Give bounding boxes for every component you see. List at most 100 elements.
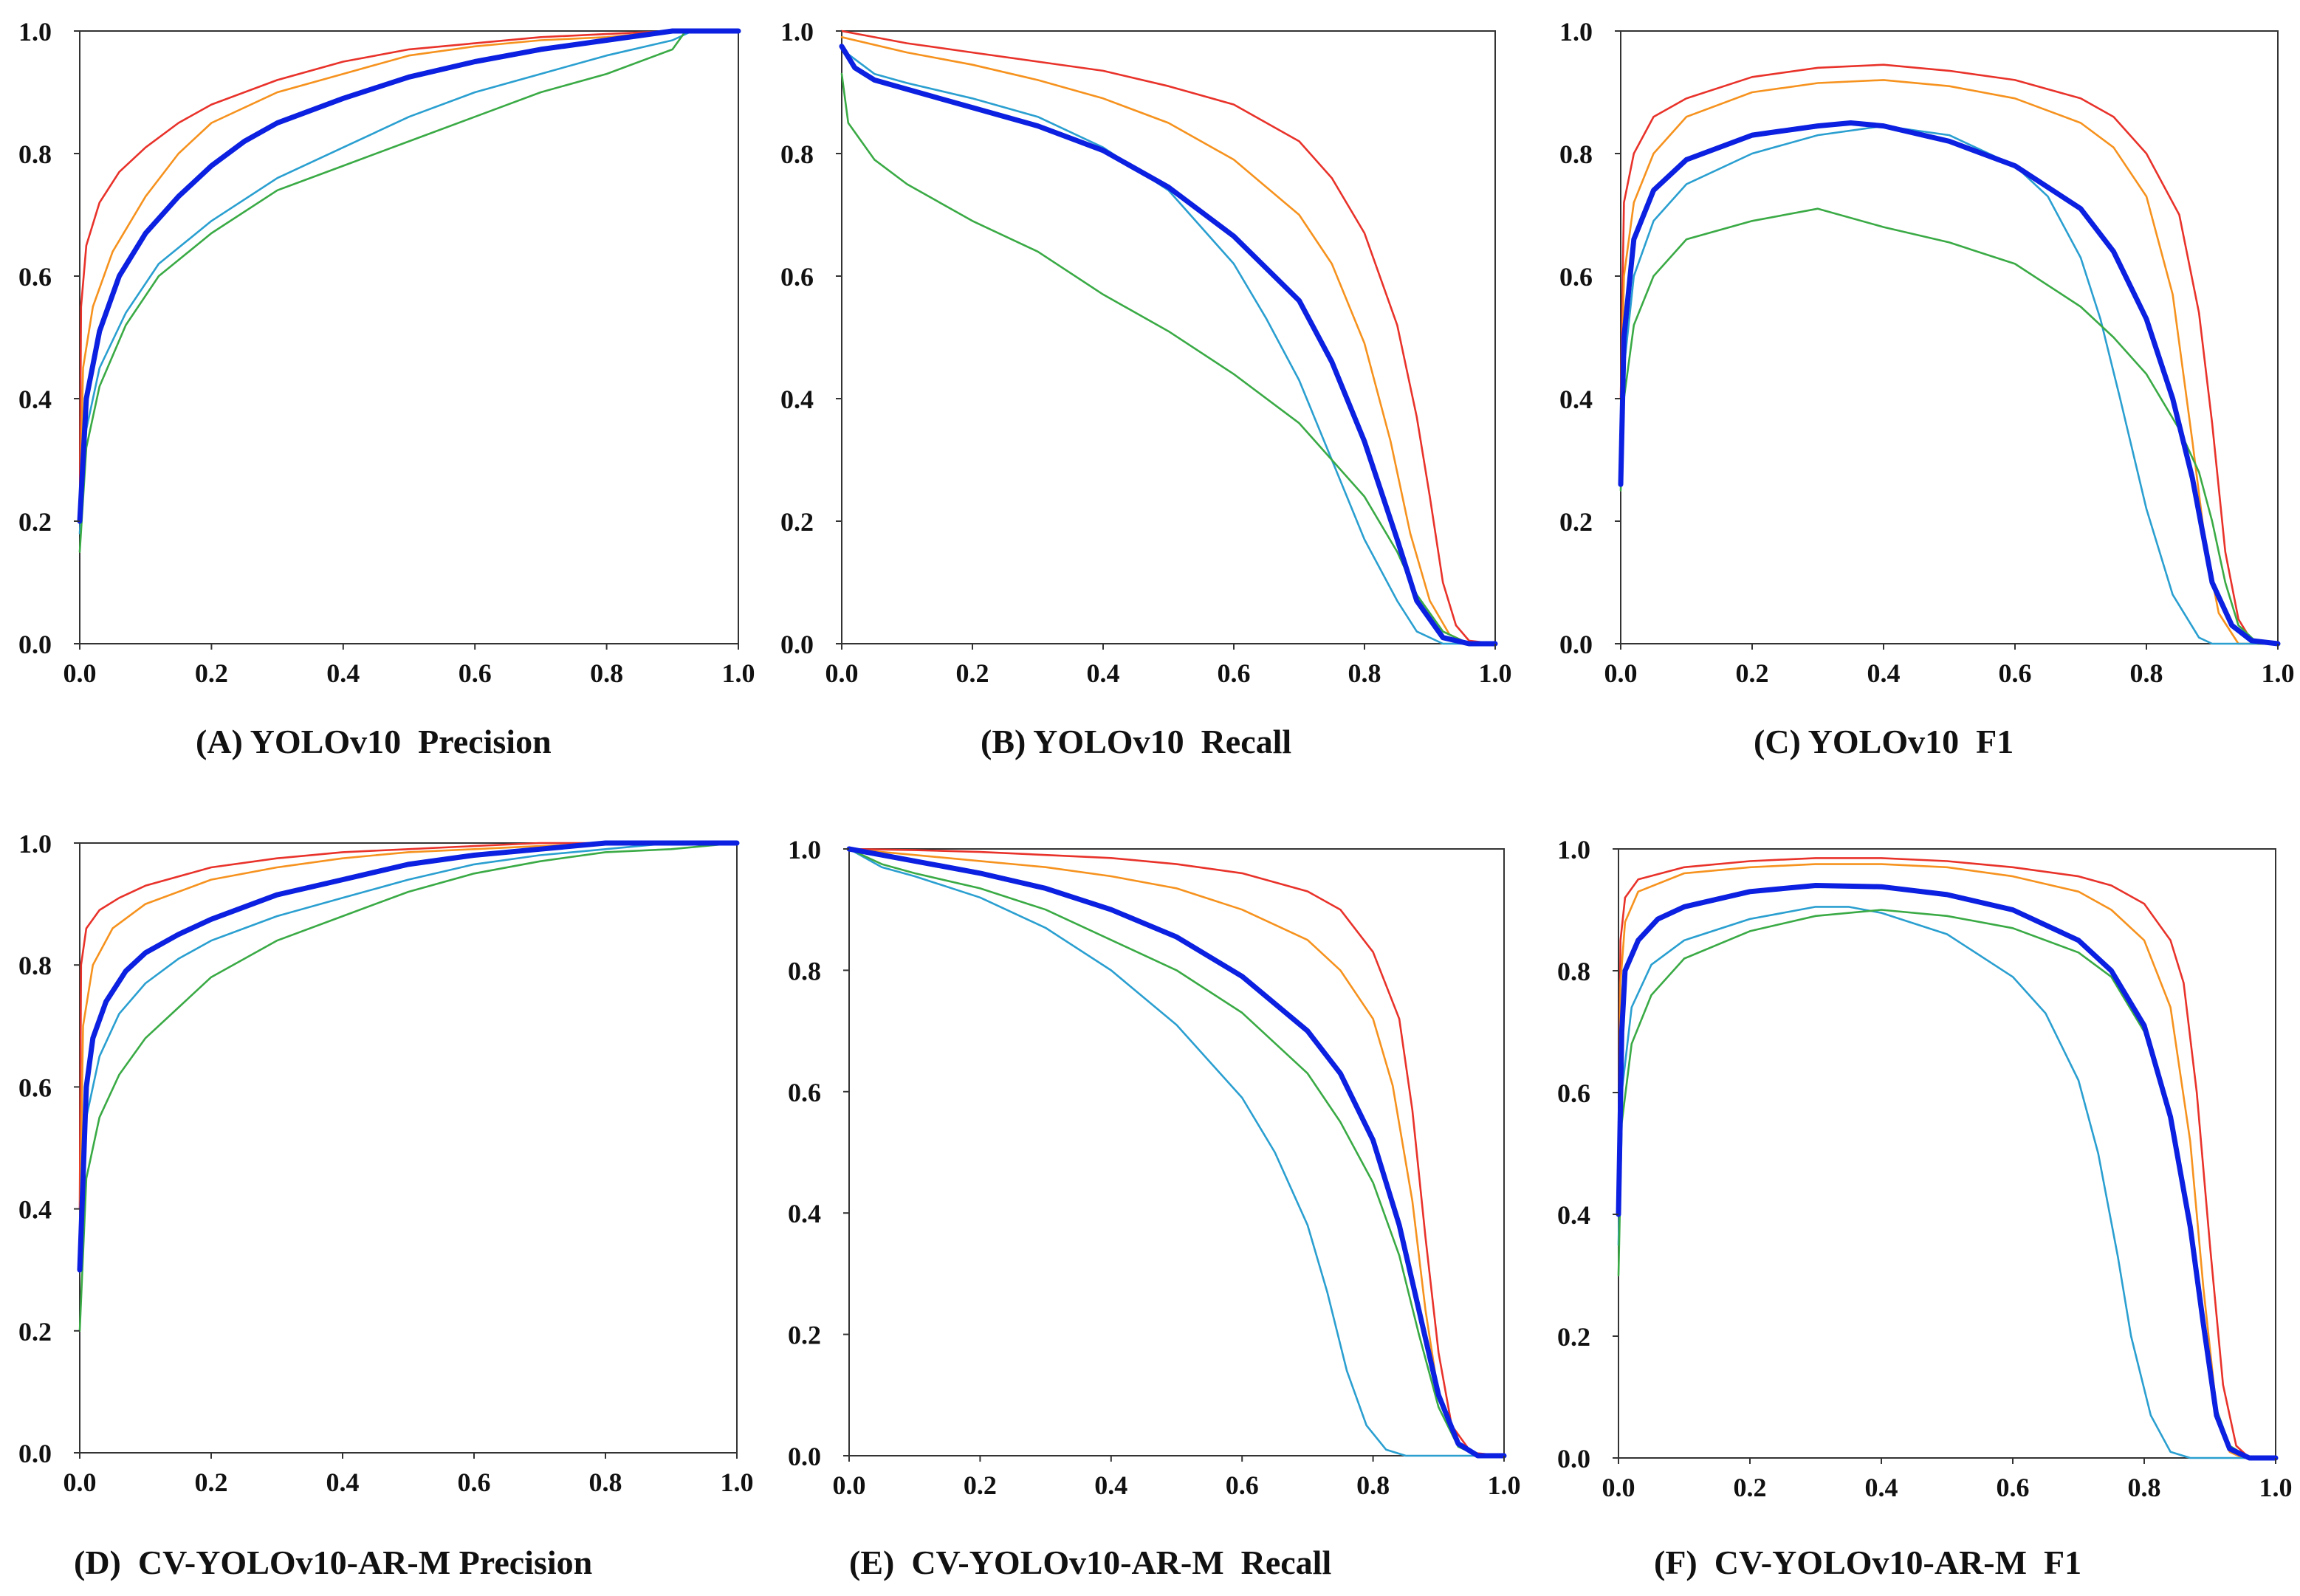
series-line-mean <box>77 840 740 1273</box>
y-tick-label: 0.8 <box>780 140 814 169</box>
x-tick-label: 0.8 <box>589 1468 622 1497</box>
series-line-red <box>78 30 740 523</box>
y-tick-label: 0.8 <box>788 956 821 986</box>
caption-b: (B) YOLOv10 Recall <box>981 723 1292 760</box>
x-tick-label: 0.2 <box>956 658 989 688</box>
y-tick-label: 0.4 <box>788 1199 821 1228</box>
x-tick-label: 0.4 <box>326 1468 360 1497</box>
series-line-blue-thin <box>848 847 1506 1457</box>
x-tick-label: 0.0 <box>1604 658 1638 688</box>
caption-c: (C) YOLOv10 F1 <box>1754 723 2014 760</box>
x-tick-label: 0.6 <box>1218 658 1251 688</box>
chart-f: 0.0 0.2 0.4 0.6 0.8 1.0 0.0 0.2 0.4 0.6 0.8 1.0 <box>1557 835 2293 1502</box>
y-tick-label: 1.0 <box>780 17 814 47</box>
x-tick-label: 0.0 <box>833 1471 866 1500</box>
plot-frame <box>1620 30 2279 644</box>
series-line-green <box>848 847 1506 1457</box>
y-tick-label: 0.2 <box>1557 1322 1590 1352</box>
y-tick-label: 1.0 <box>1557 835 1590 864</box>
series-line-red <box>840 30 1497 645</box>
y-tick-label: 0.6 <box>18 262 52 292</box>
y-tick-label: 0.8 <box>1559 140 1593 169</box>
series-line-mean <box>839 44 1498 647</box>
x-tick-label: 0.6 <box>459 658 492 688</box>
y-tick-label: 0.6 <box>1559 262 1593 292</box>
x-tick-label: 0.4 <box>1865 1473 1898 1502</box>
y-tick-label: 0.2 <box>788 1321 821 1350</box>
series-line-red <box>78 842 738 1210</box>
y-tick-label: 1.0 <box>788 835 821 864</box>
y-tick-label: 0.6 <box>780 262 814 292</box>
y-tick-label: 0.6 <box>1557 1079 1590 1108</box>
series-line-mean <box>77 28 741 524</box>
y-tick-label: 0.2 <box>1559 507 1593 537</box>
y-tick-label: 0.0 <box>1557 1444 1590 1473</box>
y-tick-label: 0.8 <box>1557 957 1590 986</box>
x-tick-label: 0.6 <box>1226 1471 1259 1500</box>
y-tick-label: 0.6 <box>18 1073 52 1102</box>
x-tick-label: 0.0 <box>63 1468 97 1497</box>
series-line-green <box>840 72 1497 645</box>
y-tick-label: 1.0 <box>1559 17 1593 47</box>
series-line-red <box>1617 857 2277 1459</box>
x-tick-label: 0.4 <box>1094 1471 1127 1500</box>
y-tick-label: 0.0 <box>18 1439 52 1468</box>
series-line-mean <box>846 846 1507 1459</box>
series-line-green <box>1619 207 2279 645</box>
y-tick-label: 0.2 <box>780 507 814 537</box>
plot-frame <box>841 30 1496 644</box>
chart-c: 0.0 0.2 0.4 0.6 0.8 1.0 0.0 0.2 0.4 0.6 0.8 1.0 <box>1559 17 2295 688</box>
y-tick-label: 0.2 <box>18 507 52 537</box>
x-tick-label: 0.8 <box>2128 1473 2161 1502</box>
x-tick-label: 0.4 <box>326 658 360 688</box>
x-tick-label: 0.4 <box>1087 658 1120 688</box>
x-tick-label: 0.2 <box>1736 658 1769 688</box>
x-tick-label: 0.8 <box>1348 658 1381 688</box>
caption-f: (F) CV-YOLOv10-AR-M F1 <box>1654 1544 2082 1581</box>
series-line-orange <box>78 30 740 523</box>
x-tick-label: 0.2 <box>195 658 228 688</box>
plot-frame <box>848 848 1505 1456</box>
y-tick-label: 0.4 <box>780 385 814 414</box>
y-tick-label: 0.8 <box>18 951 52 980</box>
chart-a: 0.0 0.2 0.4 0.6 0.8 1.0 0.0 0.2 0.4 0.6 0.8 1.0 <box>18 17 755 688</box>
series-line-red <box>1619 63 2279 645</box>
y-tick-label: 0.4 <box>18 1195 52 1225</box>
y-tick-label: 0.8 <box>18 140 52 169</box>
y-tick-label: 0.0 <box>18 630 52 659</box>
caption-d: (D) CV-YOLOv10-AR-M Precision <box>74 1544 593 1581</box>
y-tick-label: 0.4 <box>18 385 52 414</box>
x-tick-label: 1.0 <box>721 1468 754 1497</box>
series-line-blue-thin <box>840 48 1497 645</box>
series-line-green <box>78 842 738 1332</box>
series-line-blue-thin <box>1617 906 2277 1459</box>
y-tick-label: 0.2 <box>18 1317 52 1346</box>
series-line-orange <box>78 842 738 1241</box>
x-tick-label: 1.0 <box>2262 658 2295 688</box>
plot-frame <box>79 30 739 644</box>
x-tick-label: 0.0 <box>825 658 859 688</box>
y-tick-label: 0.0 <box>780 630 814 659</box>
series-line-green <box>78 30 740 553</box>
x-tick-label: 0.6 <box>458 1468 491 1497</box>
series-line-mean <box>1616 883 2279 1461</box>
x-tick-label: 0.0 <box>63 658 97 688</box>
series-line-blue-thin <box>78 842 738 1271</box>
y-tick-label: 0.6 <box>788 1078 821 1107</box>
chart-d: 0.0 0.2 0.4 0.6 0.8 1.0 0.0 0.2 0.4 0.6 0.8 1.0 <box>18 829 754 1497</box>
y-tick-label: 1.0 <box>18 17 52 47</box>
x-tick-label: 0.0 <box>1602 1473 1635 1502</box>
chart-e: 0.0 0.2 0.4 0.6 0.8 1.0 0.0 0.2 0.4 0.6 0.8 1.0 <box>788 835 1521 1500</box>
x-tick-label: 0.2 <box>964 1471 997 1500</box>
x-tick-label: 0.8 <box>1356 1471 1390 1500</box>
y-tick-label: 1.0 <box>18 829 52 859</box>
x-tick-label: 1.0 <box>722 658 755 688</box>
x-tick-label: 0.6 <box>1997 1473 2030 1502</box>
x-tick-label: 0.6 <box>1999 658 2032 688</box>
x-tick-label: 0.2 <box>195 1468 228 1497</box>
series-line-red <box>848 847 1506 1457</box>
caption-a: (A) YOLOv10 Precision <box>196 723 552 760</box>
x-tick-label: 0.2 <box>1734 1473 1767 1502</box>
series-line-blue-thin <box>78 30 740 534</box>
